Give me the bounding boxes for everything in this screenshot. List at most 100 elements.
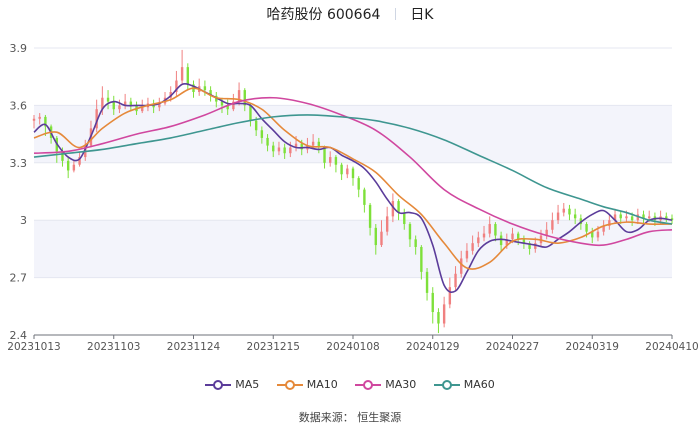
candle-body — [363, 189, 366, 205]
candle-body — [368, 204, 372, 228]
legend-item-ma30[interactable]: MA30 — [355, 378, 416, 391]
candle-body — [283, 147, 286, 154]
y-tick-label: 3 — [20, 214, 27, 227]
candle-body — [648, 216, 651, 219]
candle-body — [602, 225, 605, 232]
y-tick-label: 3.3 — [10, 157, 28, 170]
candle-body — [101, 97, 104, 110]
candle-body — [385, 216, 389, 232]
candle-body — [630, 216, 634, 221]
candle-body — [619, 214, 622, 219]
candle-body — [294, 143, 298, 148]
candle-body — [141, 107, 144, 112]
legend-item-ma60[interactable]: MA60 — [433, 378, 495, 391]
candle-body — [300, 143, 303, 150]
x-tick-label: 20240319 — [566, 341, 619, 353]
candle-body — [425, 271, 429, 293]
legend-label: MA5 — [235, 378, 260, 391]
x-tick-label: 20240129 — [406, 341, 459, 353]
candle-body — [437, 312, 440, 324]
stock-name: 哈药股份 600664 — [266, 7, 381, 23]
candle-body — [442, 304, 446, 324]
candle-body — [391, 201, 395, 217]
candle-body — [158, 103, 161, 108]
candle-body — [585, 224, 588, 232]
candle-body — [72, 164, 76, 171]
legend-item-ma5[interactable]: MA5 — [205, 378, 259, 391]
y-tick-label: 2.4 — [10, 329, 28, 342]
candle-body — [534, 243, 537, 249]
legend-item-ma10[interactable]: MA10 — [276, 378, 338, 391]
candle-body — [346, 168, 349, 175]
legend-label: MA60 — [463, 378, 495, 391]
candle-body — [78, 157, 81, 165]
candle-body — [403, 212, 406, 225]
candle-body — [215, 95, 218, 102]
candle-body — [591, 231, 594, 238]
candle-body — [180, 67, 184, 81]
candle-body — [420, 246, 423, 272]
candle-body — [460, 258, 463, 274]
candle-body — [317, 141, 321, 148]
candle-body — [232, 101, 235, 110]
title-separator — [394, 8, 396, 20]
legend-ma30-icon — [355, 379, 382, 390]
x-tick-label: 20240108 — [326, 341, 379, 353]
candle-body — [32, 118, 36, 121]
candle-body — [511, 233, 514, 240]
candle-body — [408, 224, 412, 240]
series-line-ma10 — [33, 87, 673, 270]
candle-body — [106, 97, 110, 102]
series-line-ma5 — [33, 83, 673, 293]
candle-body — [266, 137, 269, 146]
candle-body — [66, 160, 70, 171]
candle-body — [243, 90, 246, 106]
x-tick-label: 20231013 — [7, 341, 60, 353]
candle-body — [414, 239, 417, 247]
candle-body — [340, 164, 343, 175]
candle-body — [249, 105, 252, 121]
candle-body — [254, 120, 258, 131]
candle-body — [528, 243, 531, 249]
candle-body — [613, 214, 617, 221]
candle-body — [334, 157, 338, 165]
x-tick-label: 20231215 — [247, 341, 300, 353]
candle-body — [203, 86, 207, 91]
candle-body — [277, 147, 281, 152]
candle-body — [123, 101, 127, 106]
candle-body — [186, 67, 190, 85]
candle-body — [226, 105, 229, 110]
candle-body — [220, 101, 224, 106]
candle-body — [289, 147, 292, 154]
legend-ma60-icon — [433, 379, 460, 390]
candle-body — [522, 239, 526, 244]
candle-body — [499, 235, 503, 246]
candle-body — [357, 178, 360, 190]
candle-body — [642, 214, 645, 219]
candle-body — [670, 218, 674, 221]
y-tick-label: 2.7 — [10, 272, 28, 285]
candle-body — [431, 292, 434, 313]
legend-ma5-icon — [205, 379, 232, 390]
candle-body — [465, 250, 469, 259]
candle-body — [477, 237, 480, 244]
candle-body — [175, 80, 178, 93]
candle-body — [448, 287, 452, 305]
series-line-ma30 — [33, 96, 673, 247]
candle-body — [454, 273, 457, 288]
candle-body — [568, 208, 571, 215]
candle-body — [374, 227, 377, 246]
candle-body — [562, 208, 565, 213]
candle-body — [112, 101, 115, 110]
candle-body — [625, 216, 628, 219]
candle-body — [237, 90, 241, 102]
candle-body — [556, 212, 560, 221]
candle-body — [260, 130, 264, 138]
candle-body — [551, 220, 554, 230]
candle-body — [488, 224, 491, 234]
candle-body — [482, 233, 486, 238]
candle-body — [118, 105, 121, 110]
y-tick-label: 3.6 — [10, 99, 28, 112]
x-tick-label: 20231103 — [87, 341, 140, 353]
